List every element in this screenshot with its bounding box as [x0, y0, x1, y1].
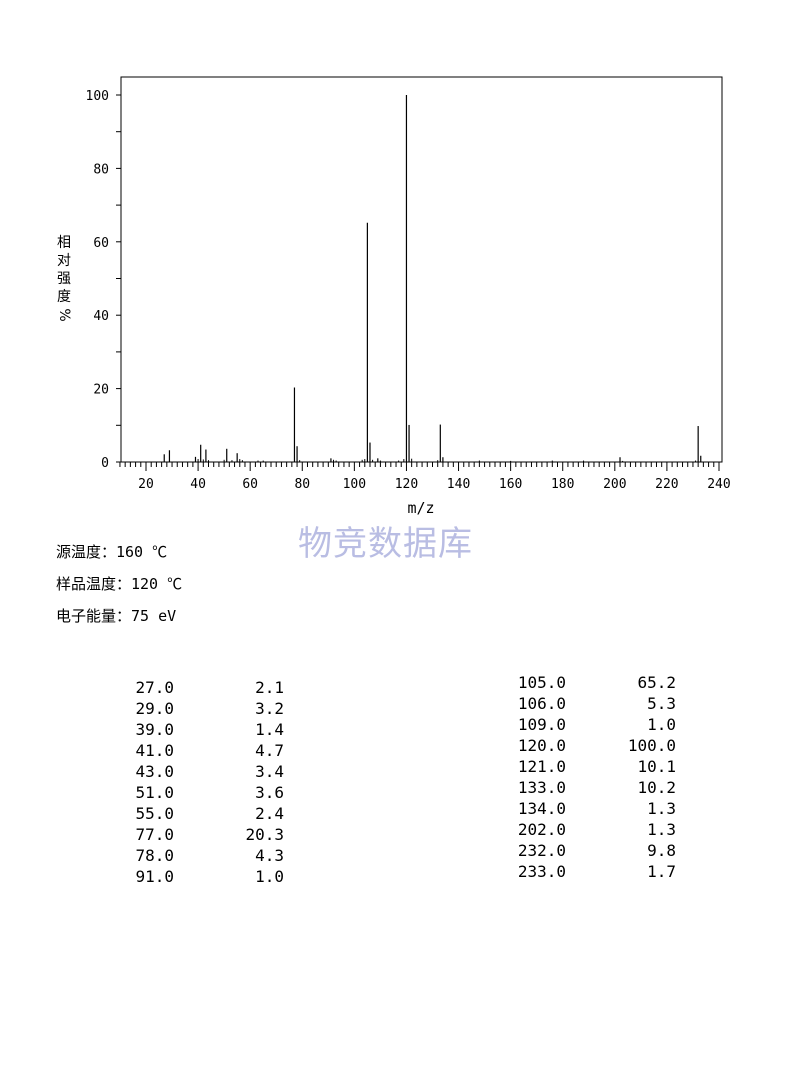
source-temperature: 源温度：160 ℃ [56, 543, 168, 561]
peak-mz: 109.0 [517, 715, 566, 734]
peak-row: 202.0 1.3 [512, 819, 676, 840]
peak-mz: 232.0 [517, 841, 566, 860]
peak-intensity: 1.3 [647, 799, 676, 818]
peak-row: 105.0 65.2 [512, 672, 676, 693]
y-axis-title-char: 度 [57, 289, 71, 305]
peak-row: 91.0 1.0 [130, 866, 284, 887]
peak-intensity: 9.8 [647, 841, 676, 860]
peak-intensity: 2.1 [255, 678, 284, 697]
peak-row: 232.0 9.8 [512, 840, 676, 861]
sample-temperature: 样品温度：120 ℃ [56, 575, 183, 593]
y-tick-label: 40 [93, 309, 109, 324]
peak-intensity: 100.0 [627, 736, 676, 755]
peak-table-left: 27.0 2.1 29.0 3.2 39.0 1.4 41.0 4.7 43.0 3.4 51.0 3… [130, 677, 284, 887]
watermark: 物竞数据库 [298, 524, 473, 564]
peak-intensity: 10.1 [637, 757, 676, 776]
peak-mz: 77.0 [135, 825, 174, 844]
x-tick-label: 180 [551, 477, 574, 492]
peak-intensity: 5.3 [647, 694, 676, 713]
y-tick-label: 80 [93, 162, 109, 177]
peak-mz: 51.0 [135, 783, 174, 802]
peak-row: 41.0 4.7 [130, 740, 284, 761]
peak-row: 120.0 100.0 [512, 735, 676, 756]
x-tick-label: 60 [242, 477, 258, 492]
y-tick-label: 0 [101, 456, 109, 471]
plot-frame [120, 76, 723, 463]
peak-intensity: 65.2 [637, 673, 676, 692]
peak-intensity: 1.7 [647, 862, 676, 881]
x-tick-label: 120 [395, 477, 418, 492]
y-axis-title-char: 强 [57, 271, 71, 287]
y-axis-title-char: 相 [57, 235, 71, 251]
peak-mz: 39.0 [135, 720, 174, 739]
spectrum-peaks [163, 95, 702, 462]
y-axis-title-unit: % [56, 308, 72, 322]
peak-mz: 134.0 [517, 799, 566, 818]
x-axis-title: m/z [407, 499, 434, 517]
peak-intensity: 2.4 [255, 804, 284, 823]
peak-mz: 29.0 [135, 699, 174, 718]
y-axis-title-char: 对 [57, 253, 71, 269]
x-tick-label: 80 [294, 477, 310, 492]
peak-row: 55.0 2.4 [130, 803, 284, 824]
x-tick-label: 100 [343, 477, 366, 492]
peak-intensity: 3.4 [255, 762, 284, 781]
x-tick-label: 140 [447, 477, 470, 492]
peak-mz: 91.0 [135, 867, 174, 886]
peak-intensity: 20.3 [245, 825, 284, 844]
x-tick-label: 200 [603, 477, 626, 492]
peak-mz: 55.0 [135, 804, 174, 823]
x-tick-label: 220 [655, 477, 678, 492]
x-tick-label: 240 [707, 477, 730, 492]
peak-intensity: 3.2 [255, 699, 284, 718]
peak-row: 77.0 20.3 [130, 824, 284, 845]
y-axis-title: 相 对 强 度 % [54, 234, 74, 324]
peak-mz: 202.0 [517, 820, 566, 839]
peak-intensity: 10.2 [637, 778, 676, 797]
peak-mz: 41.0 [135, 741, 174, 760]
peak-mz: 120.0 [517, 736, 566, 755]
peak-mz: 78.0 [135, 846, 174, 865]
peak-row: 51.0 3.6 [130, 782, 284, 803]
peak-mz: 233.0 [517, 862, 566, 881]
peak-mz: 133.0 [517, 778, 566, 797]
peak-intensity: 1.0 [255, 867, 284, 886]
peak-mz: 105.0 [517, 673, 566, 692]
peak-row: 233.0 1.7 [512, 861, 676, 882]
peak-row: 78.0 4.3 [130, 845, 284, 866]
peak-intensity: 1.0 [647, 715, 676, 734]
peak-row: 27.0 2.1 [130, 677, 284, 698]
peak-table-right: 105.0 65.2 106.0 5.3 109.0 1.0 120.0 100.0 121.0… [512, 672, 676, 882]
peak-intensity: 3.6 [255, 783, 284, 802]
peak-mz: 121.0 [517, 757, 566, 776]
peak-row: 109.0 1.0 [512, 714, 676, 735]
peak-row: 133.0 10.2 [512, 777, 676, 798]
peak-row: 43.0 3.4 [130, 761, 284, 782]
y-tick-label: 100 [86, 89, 109, 104]
peak-row: 106.0 5.3 [512, 693, 676, 714]
y-tick-label: 20 [93, 383, 109, 398]
x-axis-ticks: 20 40 60 80 100 120 140 160 180 200 220 240 [119, 462, 731, 492]
peak-row: 29.0 3.2 [130, 698, 284, 719]
peak-intensity: 1.3 [647, 820, 676, 839]
x-tick-label: 40 [190, 477, 206, 492]
peak-row: 39.0 1.4 [130, 719, 284, 740]
peak-intensity: 4.3 [255, 846, 284, 865]
electron-energy: 电子能量：75 eV [56, 607, 177, 625]
peak-mz: 43.0 [135, 762, 174, 781]
peak-row: 134.0 1.3 [512, 798, 676, 819]
peak-intensity: 4.7 [255, 741, 284, 760]
peak-mz: 27.0 [135, 678, 174, 697]
x-tick-label: 20 [138, 477, 154, 492]
y-tick-label: 60 [93, 236, 109, 251]
y-axis-ticks: 0 20 40 60 80 100 [86, 89, 121, 471]
peak-row: 121.0 10.1 [512, 756, 676, 777]
peak-mz: 106.0 [517, 694, 566, 713]
peak-intensity: 1.4 [255, 720, 284, 739]
x-tick-label: 160 [499, 477, 522, 492]
